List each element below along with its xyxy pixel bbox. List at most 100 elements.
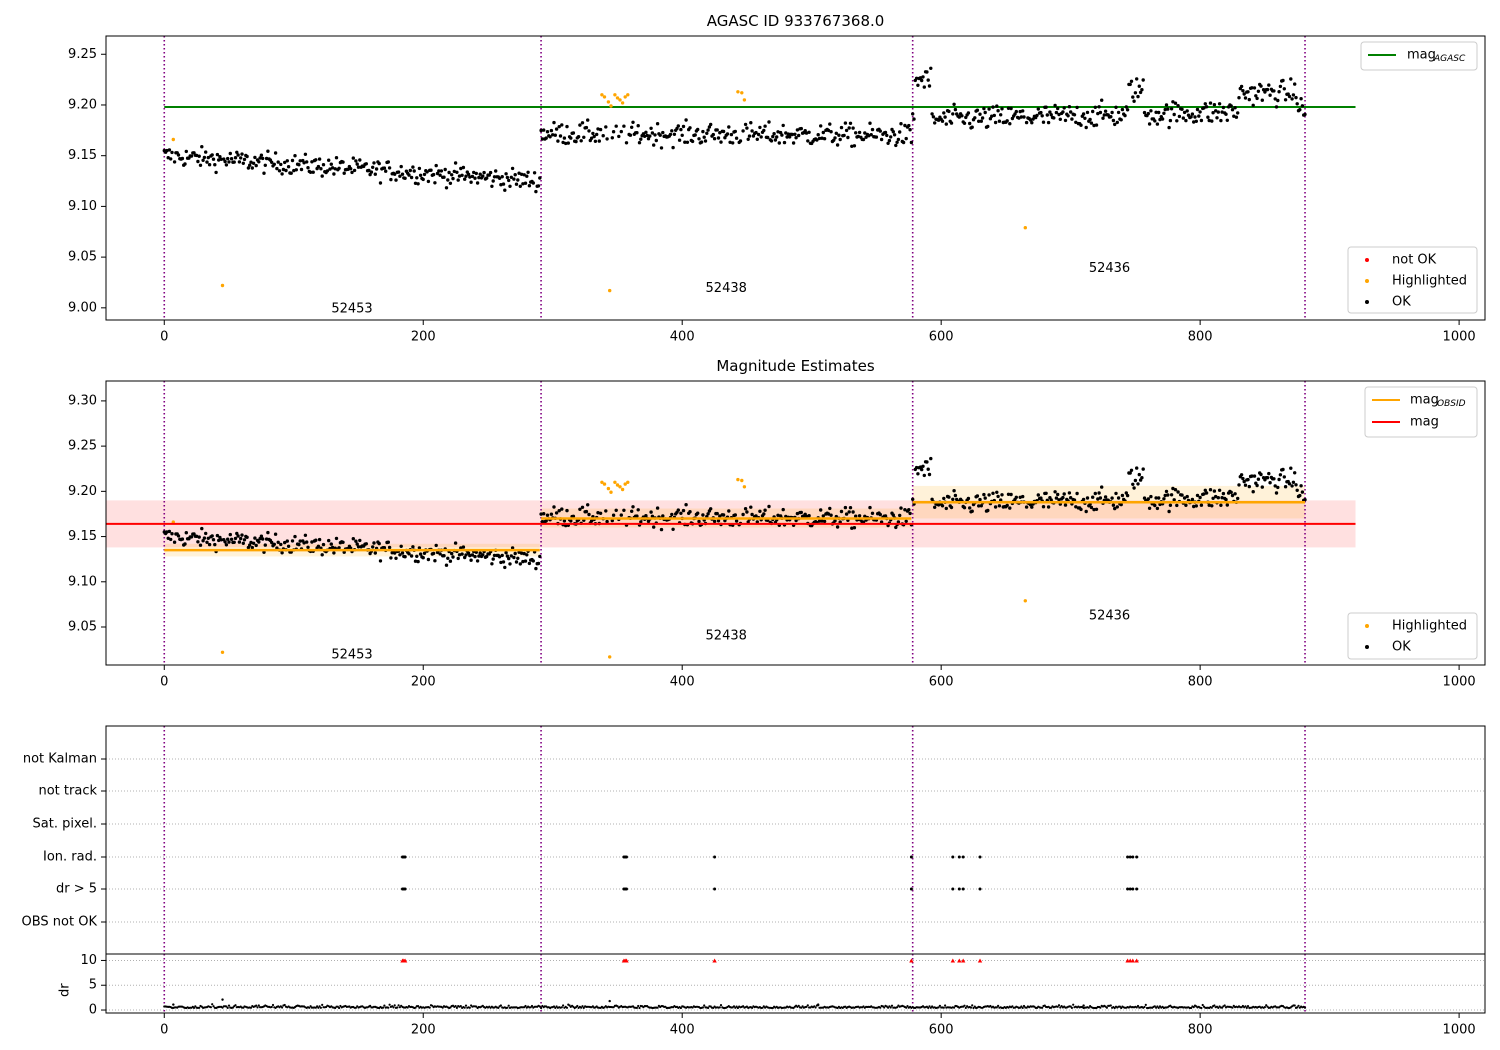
ok-point xyxy=(1129,79,1134,84)
ok-point xyxy=(1053,490,1057,494)
ok-point xyxy=(1303,112,1307,117)
ok-point xyxy=(847,510,851,514)
ok-point xyxy=(966,496,971,501)
ok-point xyxy=(223,540,227,544)
ok-point xyxy=(407,173,411,177)
ok-point xyxy=(644,130,648,134)
dr-point xyxy=(226,1006,229,1010)
ok-point xyxy=(1247,97,1252,102)
ok-point xyxy=(492,553,497,558)
ok-point xyxy=(833,519,837,523)
ok-point xyxy=(1162,111,1166,116)
legend-label: not OK xyxy=(1392,253,1437,268)
ok-point xyxy=(1208,488,1213,492)
ok-point xyxy=(797,133,801,138)
ok-point xyxy=(1119,502,1123,507)
ok-point xyxy=(1210,504,1214,508)
ok-point xyxy=(557,509,561,513)
ok-point xyxy=(200,526,204,531)
ok-point xyxy=(286,165,291,169)
ok-point xyxy=(828,506,832,511)
ok-point xyxy=(589,519,594,523)
ok-point xyxy=(1224,112,1228,116)
ok-point xyxy=(446,178,450,182)
ok-point xyxy=(947,495,951,499)
legend-subscript: OBSID xyxy=(1437,399,1466,409)
ok-point xyxy=(630,509,634,513)
ok-point xyxy=(249,540,253,545)
ok-point xyxy=(920,78,924,83)
highlighted-point xyxy=(600,480,604,484)
dr-point xyxy=(463,1006,466,1009)
ok-point xyxy=(847,126,851,130)
ok-point xyxy=(1217,488,1222,492)
dr-capped-marker xyxy=(960,958,966,963)
dr-point xyxy=(383,1004,386,1007)
dr-point xyxy=(475,1005,478,1008)
ok-point xyxy=(868,505,872,510)
ok-point xyxy=(1246,90,1250,94)
dr-point xyxy=(249,1006,253,1009)
dr-point xyxy=(1087,1006,1090,1009)
ok-point xyxy=(596,127,600,131)
ok-point xyxy=(697,137,701,141)
ok-point xyxy=(416,559,420,564)
ok-point xyxy=(1028,118,1033,122)
ok-point xyxy=(201,539,205,543)
ok-point xyxy=(1236,111,1240,115)
ok-point xyxy=(1019,115,1024,119)
ok-point xyxy=(646,137,651,141)
dr-point xyxy=(582,1006,585,1010)
ok-point xyxy=(819,124,823,128)
ok-point xyxy=(1167,509,1171,514)
ok-point xyxy=(1103,109,1108,113)
ok-point xyxy=(1203,102,1208,106)
ok-point xyxy=(986,124,990,129)
ok-point xyxy=(334,156,339,160)
highlighted-point xyxy=(609,104,613,108)
ok-point xyxy=(1044,105,1048,109)
dr-outlier-point xyxy=(816,1003,820,1006)
ok-point xyxy=(261,537,265,541)
dr-point xyxy=(927,1006,930,1010)
legend-box xyxy=(1360,41,1478,71)
ok-point xyxy=(746,137,750,141)
ok-point xyxy=(1132,99,1136,103)
ok-point xyxy=(709,507,713,511)
ok-point xyxy=(505,554,510,558)
ok-point xyxy=(337,546,341,550)
ok-point xyxy=(851,126,855,130)
ok-point xyxy=(1147,506,1152,510)
ok-point xyxy=(856,134,860,139)
ok-point xyxy=(422,172,427,177)
ok-point xyxy=(1177,114,1182,119)
ok-point xyxy=(576,135,581,139)
ok-point xyxy=(755,520,759,524)
x-tick-label: 800 xyxy=(1188,1023,1213,1038)
ok-point xyxy=(1092,507,1096,512)
ok-point xyxy=(1133,478,1138,483)
ok-point xyxy=(1062,492,1066,496)
ok-point xyxy=(628,133,633,137)
ok-point xyxy=(306,545,310,549)
ok-point xyxy=(1110,496,1114,500)
ok-point xyxy=(303,152,308,156)
ok-point xyxy=(456,178,460,182)
ok-point xyxy=(1214,494,1218,499)
legend-marker xyxy=(1365,645,1369,649)
dr-outlier-point xyxy=(221,998,224,1001)
ok-point xyxy=(1067,491,1072,495)
dr-point xyxy=(1011,1005,1014,1008)
ok-point xyxy=(986,508,990,513)
ok-point xyxy=(1049,113,1053,117)
dr-point xyxy=(1070,1006,1073,1010)
ok-point xyxy=(842,133,846,138)
legend-label: mag xyxy=(1410,393,1439,408)
ok-point xyxy=(478,172,482,176)
ok-point xyxy=(257,540,261,544)
ok-point xyxy=(346,167,350,171)
x-tick-label: 400 xyxy=(670,675,695,690)
ok-point xyxy=(987,493,991,497)
ok-point xyxy=(1175,503,1179,508)
ok-point xyxy=(759,135,763,139)
